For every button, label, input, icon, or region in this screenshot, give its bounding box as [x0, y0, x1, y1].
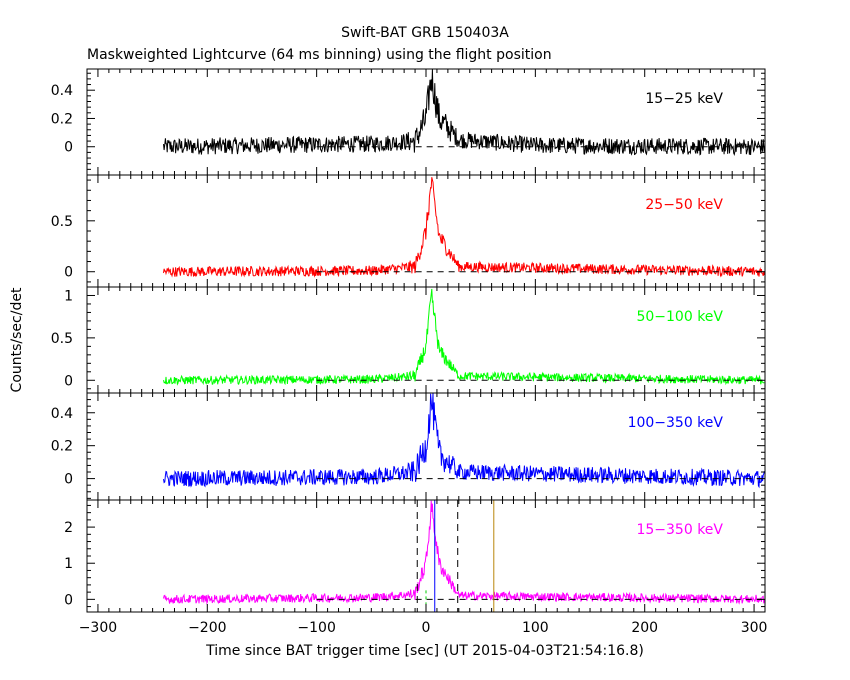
lightcurve-series-3	[163, 392, 765, 489]
y-tick-label: 0.4	[51, 406, 73, 422]
band-label-1: 25−50 keV	[645, 197, 723, 213]
band-label-4: 15−350 keV	[636, 522, 723, 538]
panel-2: 0 0.5 1 50−100 keV	[51, 286, 766, 394]
y-tick-label: 2	[64, 520, 73, 536]
chart-title: Swift-BAT GRB 150403A	[341, 25, 509, 41]
y-tick-label: 0	[64, 472, 73, 488]
y-tick-label: 0	[64, 265, 73, 281]
panel-4: 0 1 2 15−350 keV	[64, 499, 766, 613]
chart-subtitle: Maskweighted Lightcurve (64 ms binning) …	[87, 47, 552, 63]
band-label-0: 15−25 keV	[645, 91, 723, 107]
y-tick-label: 1	[64, 288, 73, 304]
x-tick-label: 0	[422, 620, 431, 636]
x-axis-label: Time since BAT trigger time [sec] (UT 20…	[205, 643, 644, 659]
y-axis-label: Counts/sec/det	[9, 287, 25, 392]
panels-group: 0 0.2 0.4 15−25 keV 0 0.5 25−50 keV 0 0.5 1 50−100…	[51, 68, 768, 636]
panel-0: 0 0.2 0.4 15−25 keV	[51, 68, 766, 176]
x-tick-label: −100	[297, 620, 335, 636]
y-tick-label: 0	[64, 592, 73, 608]
x-tick-label: 200	[631, 620, 658, 636]
x-tick-label: 300	[741, 620, 768, 636]
lightcurve-series-1	[163, 177, 765, 278]
panel-1: 0 0.5 25−50 keV	[51, 174, 766, 288]
x-tick-label: −200	[188, 620, 226, 636]
y-tick-label: 0.2	[51, 439, 73, 455]
lightcurve-series-2	[163, 288, 765, 386]
panel-frame-0	[86, 68, 766, 176]
panel-frame-2	[86, 286, 766, 394]
lightcurve-series-4	[163, 500, 765, 606]
y-tick-label: 0	[64, 140, 73, 156]
y-tick-label: 0.5	[51, 331, 73, 347]
panel-3: 0 0.2 0.4 100−350 keV	[51, 392, 766, 501]
y-tick-label: 1	[64, 556, 73, 572]
y-tick-label: 0.4	[51, 83, 73, 99]
y-tick-label: 0.5	[51, 214, 73, 230]
x-tick-label: −300	[79, 620, 117, 636]
band-label-3: 100−350 keV	[628, 415, 724, 431]
y-tick-label: 0	[64, 373, 73, 389]
band-label-2: 50−100 keV	[636, 309, 723, 325]
lightcurve-series-0	[163, 68, 765, 156]
y-tick-label: 0.2	[51, 111, 73, 127]
x-tick-label: 100	[522, 620, 549, 636]
